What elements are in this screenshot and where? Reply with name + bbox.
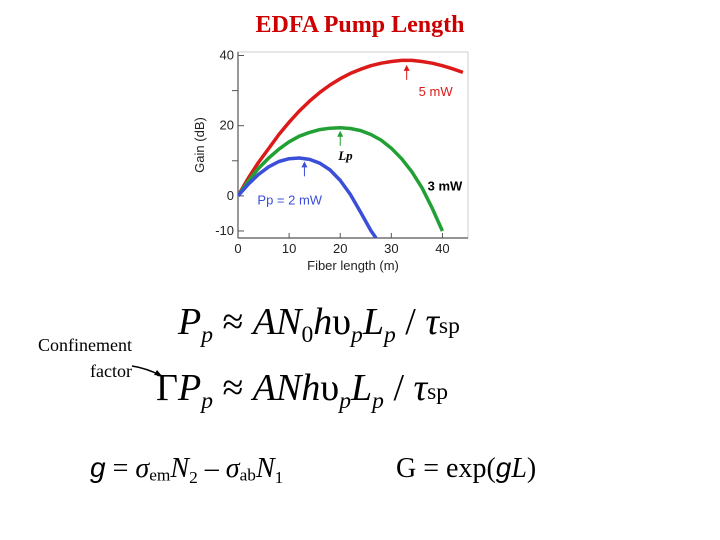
x-tick-label: 40	[435, 241, 449, 256]
series-line-3-mw	[238, 126, 444, 232]
eq3-one-sub: 1	[274, 468, 284, 488]
eq3-equals: =	[112, 453, 129, 484]
eq2-L: L	[351, 367, 373, 409]
eq3-N2: N	[170, 453, 190, 484]
equation-total-gain: G = exp(gL)	[396, 452, 536, 485]
eq2-sp-sub: sp	[427, 378, 449, 405]
eq1-approx: ≈	[222, 301, 244, 343]
eq1-p-sub2: p	[351, 322, 363, 349]
eq3-N1: N	[255, 453, 275, 484]
eq3-sigma-ab: σ	[225, 453, 240, 484]
eq3-two-sub: 2	[189, 468, 198, 488]
eq2-gamma: Γ	[156, 367, 178, 409]
arrow-5mw-head	[403, 64, 410, 71]
eq1-p-sub: p	[201, 322, 213, 349]
eq1-p-sub3: p	[383, 322, 396, 349]
eq1-L: L	[362, 301, 384, 343]
eq2-A: A	[252, 367, 277, 409]
confinement-factor-label: Confinement factor	[4, 332, 132, 384]
y-axis-label: Gain (dB)	[192, 117, 207, 173]
label-5mw: 5 mW	[419, 84, 454, 99]
x-tick-label: 20	[333, 241, 347, 256]
eq4-g: g	[495, 452, 512, 483]
eq3-ab-sub: ab	[239, 465, 256, 485]
y-tick-label: 0	[227, 188, 234, 203]
eq1-A: A	[252, 301, 277, 343]
x-axis-label: Fiber length (m)	[307, 258, 399, 273]
label-3mw: 3 mW	[428, 179, 463, 194]
y-tick-label: 20	[220, 118, 234, 133]
eq1-tau: τ	[425, 301, 439, 343]
equation-gain-coefficient: g = σemN2 – σabN1	[90, 452, 283, 488]
eq2-approx: ≈	[222, 367, 244, 409]
eq1-nu: υ	[332, 301, 352, 343]
eq2-p-sub2: p	[339, 388, 352, 415]
eq1-N: N	[276, 301, 302, 343]
eq4-L: L	[511, 453, 527, 484]
eq2-nu: υ	[320, 367, 340, 409]
x-tick-label: 30	[384, 241, 398, 256]
eq4-G-exp: G = exp(	[396, 453, 496, 484]
confinement-arrow	[131, 365, 163, 377]
eq3-minus: –	[204, 453, 219, 484]
eq1-P: P	[178, 301, 202, 343]
confinement-label-line1: Confinement	[38, 335, 132, 355]
eq2-h: h	[301, 367, 321, 409]
eq2-p-sub3: p	[372, 388, 384, 415]
eq2-N: N	[276, 367, 302, 409]
y-tick-label: -10	[215, 223, 234, 238]
eq3-g: g	[90, 452, 106, 483]
equation-confinement: ΓPp ≈ ANhυpLp / τsp	[156, 366, 448, 415]
eq2-P: P	[177, 367, 202, 409]
label-lp: Lp	[337, 148, 353, 163]
confinement-label-line2: factor	[90, 361, 132, 381]
eq1-sp-sub: sp	[438, 312, 460, 339]
eq3-em-sub: em	[149, 465, 171, 485]
eq3-sigma-em: σ	[135, 453, 150, 484]
x-tick-label: 0	[234, 241, 241, 256]
y-tick-label: 40	[220, 48, 234, 63]
eq4-close: )	[526, 453, 537, 484]
eq2-slash: /	[393, 367, 404, 409]
eq1-h: h	[313, 301, 333, 343]
eq1-zero-sub: 0	[301, 322, 314, 349]
eq2-tau: τ	[413, 367, 428, 409]
eq1-slash: /	[405, 301, 416, 343]
arrow-2mw-head	[301, 161, 308, 168]
x-tick-label: 10	[282, 241, 296, 256]
series-line-5-mw	[238, 58, 464, 197]
arrow-lp-head	[337, 130, 344, 137]
series-line-pp-2-mw	[238, 156, 378, 238]
equation-pump-power: Pp ≈ AN0hυpLp / τsp	[178, 300, 460, 349]
eq2-p-sub: p	[201, 388, 213, 415]
slide-title: EDFA Pump Length	[255, 12, 465, 38]
label-2mw: Pp = 2 mW	[257, 193, 322, 208]
